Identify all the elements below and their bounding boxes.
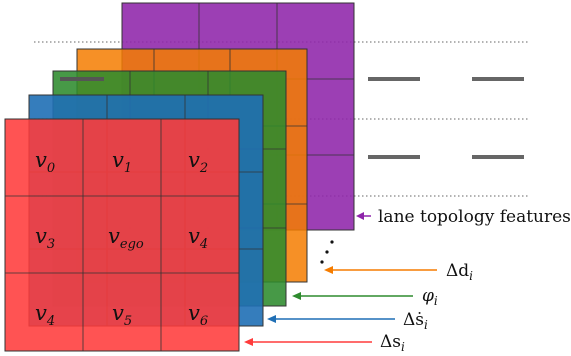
cell-label-vego: vego — [108, 224, 144, 252]
annotation-labels: lane topology features Δdi φi Δṡi Δsi — [378, 207, 571, 354]
cell-label-v1: v1 — [112, 148, 132, 176]
annotation-arrows — [244, 212, 437, 346]
arrowhead-delta-s — [244, 338, 253, 346]
cell-label-v2: v2 — [188, 148, 208, 176]
arrowhead-delta-s-dot — [267, 315, 276, 323]
delta-s-layer — [4, 118, 240, 352]
label-lane-topology: lane topology features — [378, 207, 571, 227]
cell-label-v0: v0 — [35, 148, 55, 176]
arrowhead-lane-topology — [356, 212, 364, 220]
cell-label-v6: v6 — [188, 301, 208, 329]
more-layers-ellipsis — [320, 240, 334, 264]
cell-label-v4-bottom: v4 — [35, 301, 55, 329]
grid-cell-labels: v0 v1 v2 v3 vego v4 v4 v5 v6 — [35, 148, 208, 329]
cell-label-v3: v3 — [35, 224, 55, 252]
label-delta-s-dot: Δṡi — [403, 310, 428, 332]
label-phi: φi — [422, 286, 438, 308]
arrowhead-delta-d — [324, 266, 333, 274]
label-delta-s: Δsi — [380, 332, 405, 354]
cell-label-v5: v5 — [112, 301, 132, 329]
arrowhead-phi — [292, 292, 301, 300]
cell-label-v4: v4 — [188, 224, 208, 252]
label-delta-d: Δdi — [446, 261, 473, 283]
